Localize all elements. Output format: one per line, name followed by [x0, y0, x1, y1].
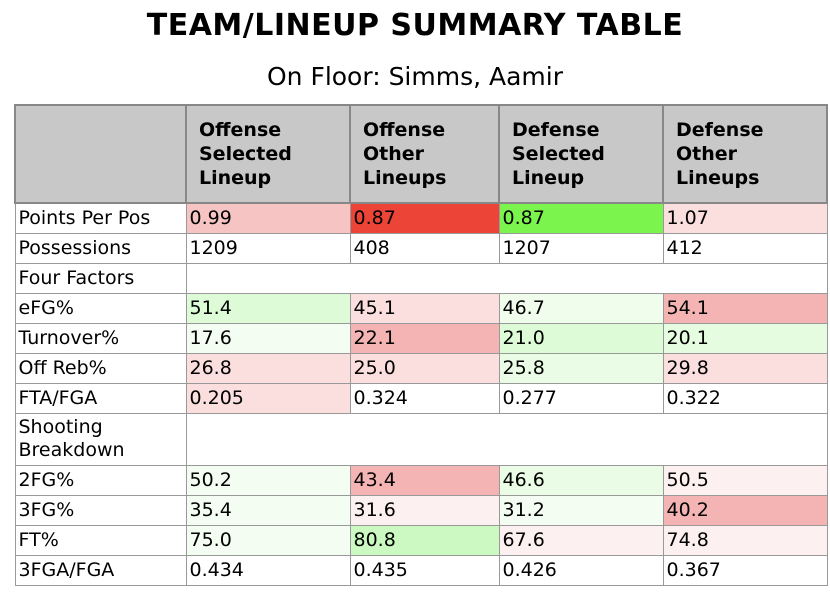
value-cell: 43.4: [349, 464, 500, 496]
value-cell: 40.2: [662, 494, 828, 526]
section-filler: [185, 412, 828, 466]
value-cell: 29.8: [662, 352, 828, 384]
value-cell: 31.2: [498, 494, 664, 526]
header-cell: Defense Selected Lineup: [498, 104, 664, 204]
value-cell: 46.7: [498, 292, 664, 324]
value-cell: 0.322: [662, 382, 828, 414]
value-cell: 22.1: [349, 322, 500, 354]
value-cell: 0.99: [185, 202, 351, 234]
value-cell: 26.8: [185, 352, 351, 384]
section-row: Shooting Breakdown: [14, 412, 828, 466]
value-cell: 50.2: [185, 464, 351, 496]
value-cell: 31.6: [349, 494, 500, 526]
row-label: eFG%: [14, 292, 187, 324]
table-row: Turnover% 17.6 22.1 21.0 20.1: [14, 322, 828, 354]
row-label: Points Per Pos: [14, 202, 187, 234]
value-cell: 0.324: [349, 382, 500, 414]
table-row: eFG% 51.4 45.1 46.7 54.1: [14, 292, 828, 324]
value-cell: 51.4: [185, 292, 351, 324]
table-row: 3FGA/FGA 0.434 0.435 0.426 0.367: [14, 554, 828, 586]
value-cell: 17.6: [185, 322, 351, 354]
value-cell: 0.205: [185, 382, 351, 414]
value-cell: 412: [662, 232, 828, 264]
row-label: Possessions: [14, 232, 187, 264]
value-cell: 74.8: [662, 524, 828, 556]
row-label: Off Reb%: [14, 352, 187, 384]
value-cell: 50.5: [662, 464, 828, 496]
value-cell: 21.0: [498, 322, 664, 354]
header-cell: Defense Other Lineups: [662, 104, 828, 204]
value-cell: 20.1: [662, 322, 828, 354]
section-row: Four Factors: [14, 262, 828, 294]
table-row: FT% 75.0 80.8 67.6 74.8: [14, 524, 828, 556]
table-row: Possessions 1209 408 1207 412: [14, 232, 828, 264]
table-body: Points Per Pos 0.99 0.87 0.87 1.07 Possession…: [14, 202, 828, 586]
row-label: 2FG%: [14, 464, 187, 496]
header-cell: Offense Other Lineups: [349, 104, 500, 204]
value-cell: 0.87: [349, 202, 500, 234]
table-row: Off Reb% 26.8 25.0 25.8 29.8: [14, 352, 828, 384]
row-label: Shooting Breakdown: [14, 412, 187, 466]
row-label: 3FG%: [14, 494, 187, 526]
value-cell: 0.435: [349, 554, 500, 586]
value-cell: 46.6: [498, 464, 664, 496]
value-cell: 408: [349, 232, 500, 264]
table-row: Points Per Pos 0.99 0.87 0.87 1.07: [14, 202, 828, 234]
value-cell: 0.426: [498, 554, 664, 586]
summary-table: Offense Selected Lineup Offense Other Li…: [14, 104, 828, 586]
section-filler: [185, 262, 828, 294]
page-subtitle: On Floor: Simms, Aamir: [266, 62, 564, 91]
value-cell: 80.8: [349, 524, 500, 556]
value-cell: 1.07: [662, 202, 828, 234]
table-row: 3FG% 35.4 31.6 31.2 40.2: [14, 494, 828, 526]
value-cell: 0.87: [498, 202, 664, 234]
value-cell: 45.1: [349, 292, 500, 324]
row-label: 3FGA/FGA: [14, 554, 187, 586]
value-cell: 1207: [498, 232, 664, 264]
value-cell: 54.1: [662, 292, 828, 324]
page-title: TEAM/LINEUP SUMMARY TABLE: [146, 8, 684, 43]
header-cell: [14, 104, 187, 204]
row-label: FT%: [14, 524, 187, 556]
value-cell: 1209: [185, 232, 351, 264]
value-cell: 25.0: [349, 352, 500, 384]
value-cell: 0.434: [185, 554, 351, 586]
value-cell: 35.4: [185, 494, 351, 526]
row-label: FTA/FGA: [14, 382, 187, 414]
value-cell: 0.277: [498, 382, 664, 414]
row-label: Four Factors: [14, 262, 187, 294]
value-cell: 0.367: [662, 554, 828, 586]
header-cell: Offense Selected Lineup: [185, 104, 351, 204]
table-header: Offense Selected Lineup Offense Other Li…: [14, 104, 828, 204]
table-row: 2FG% 50.2 43.4 46.6 50.5: [14, 464, 828, 496]
table-row: FTA/FGA 0.205 0.324 0.277 0.322: [14, 382, 828, 414]
value-cell: 25.8: [498, 352, 664, 384]
value-cell: 75.0: [185, 524, 351, 556]
row-label: Turnover%: [14, 322, 187, 354]
value-cell: 67.6: [498, 524, 664, 556]
header-row: Offense Selected Lineup Offense Other Li…: [14, 104, 828, 204]
